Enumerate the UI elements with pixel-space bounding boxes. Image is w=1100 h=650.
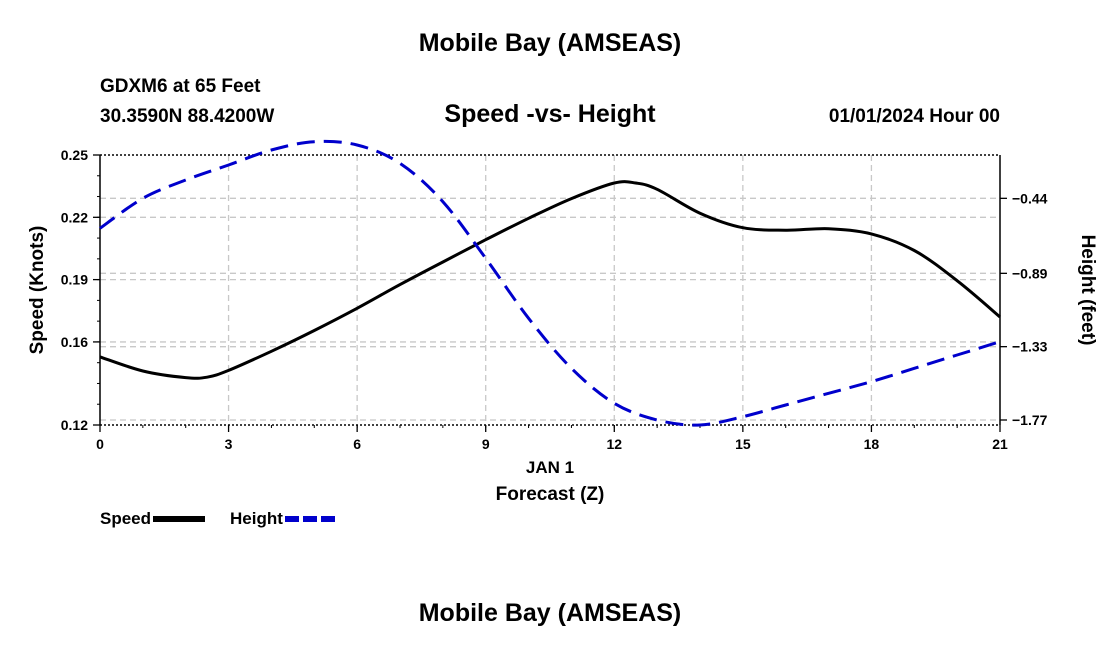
x-tick-label-12: 12 [606,436,622,452]
x-tick-label-18: 18 [864,436,880,452]
x-tick-label-3: 3 [225,436,233,452]
legend-height-label: Height [230,509,283,528]
y-left-tick-label-4: 0.25 [61,147,88,163]
series-line-height [99,139,1001,427]
y-axis-right-label: Height (feet) [1077,235,1098,346]
x-tick-label-0: 0 [96,436,104,452]
y-left-tick-label-2: 0.19 [61,272,88,288]
legend-speed: Speed [100,508,206,530]
y-left-tick-label-0: 0.12 [61,417,88,433]
y-right-tick-label-3: −1.77 [1012,412,1048,428]
chart-title-bottom: Mobile Bay (AMSEAS) [418,599,682,627]
x-tick-label-9: 9 [482,436,490,452]
station-label: GDXM6 at 65 Feet [100,76,261,97]
x-tick-label-15: 15 [735,436,751,452]
series-line-speed [99,180,1001,380]
x-tick-label-6: 6 [353,436,361,452]
y-axis-left-label: Speed (Knots) [27,226,48,355]
y-left-tick-label-1: 0.16 [61,334,88,350]
x-axis-date-label: JAN 1 [526,458,574,477]
legend-speed-swatch [153,516,206,522]
y-right-tick-label-1: −0.89 [1012,265,1048,281]
x-axis-label: Forecast (Z) [496,484,605,505]
coordinates-label: 30.3590N 88.4200W [100,106,275,127]
datetime-label: 01/01/2024 Hour 00 [828,106,1000,127]
x-tick-label-21: 21 [992,436,1008,452]
y-right-tick-label-2: −1.33 [1012,339,1048,355]
legend-height-swatch [284,516,337,522]
chart-title-top: Mobile Bay (AMSEAS) [418,29,682,57]
legend-height: Height [230,508,337,530]
y-left-tick-label-3: 0.22 [61,209,88,225]
chart-subtitle: Speed -vs- Height [444,100,656,128]
legend-speed-label: Speed [100,509,152,528]
y-right-tick-label-0: −0.44 [1012,190,1048,206]
